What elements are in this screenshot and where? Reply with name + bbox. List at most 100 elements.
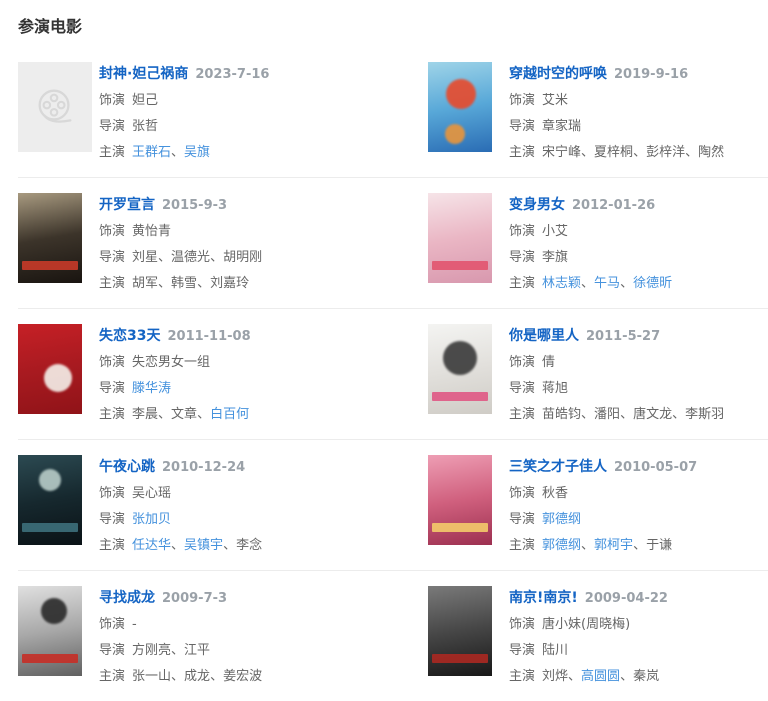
movie-role-line: 饰演 秋香 <box>509 485 752 503</box>
person-link[interactable]: 高圆圆 <box>581 669 621 684</box>
movie-director-line: 导演 滕华涛 <box>99 380 384 398</box>
movie-title-line: 开罗宣言 2015-9-3 <box>99 195 384 215</box>
movie-cast-line: 主演 宋宁峰、夏梓桐、彭梓洋、陶然 <box>509 144 752 162</box>
name-separator: 、 <box>197 407 211 422</box>
movie-grid: 封神·妲己祸商 2023-7-16 饰演 妲己 导演 张哲 主演 王群石、吴旗 <box>0 62 768 701</box>
name-separator: 、 <box>158 250 172 265</box>
movie-cast-line: 主演 任达华、吴镇宇、李念 <box>99 537 384 555</box>
person-link[interactable]: 徐德昕 <box>633 276 673 291</box>
movie-title-link[interactable]: 封神·妲己祸商 <box>99 66 189 82</box>
person-name: 江平 <box>184 643 211 658</box>
movie-card: 寻找成龙 2009-7-3 饰演 - 导演 方刚亮、江平 主演 张一山、成龙、姜宏波 <box>18 586 384 686</box>
person-name: 胡军 <box>132 276 159 291</box>
movie-poster[interactable] <box>18 62 92 152</box>
name-separator: 、 <box>581 407 595 422</box>
movie-title-link[interactable]: 穿越时空的呼唤 <box>509 66 607 82</box>
movie-title-line: 封神·妲己祸商 2023-7-16 <box>99 64 384 84</box>
movie-title-line: 寻找成龙 2009-7-3 <box>99 588 384 608</box>
movie-info: 午夜心跳 2010-12-24 饰演 吴心瑶 导演 张加贝 主演 任达华、吴镇宇、李念 <box>99 455 384 555</box>
movie-title-line: 变身男女 2012-01-26 <box>509 195 752 215</box>
person-link[interactable]: 林志颖 <box>542 276 582 291</box>
person-link[interactable]: 午马 <box>594 276 621 291</box>
person-link[interactable]: 王群石 <box>132 145 172 160</box>
person-name: 潘阳 <box>594 407 621 422</box>
poster-figure-mark <box>39 469 61 492</box>
cast-value: 郭德纲、郭柯宇、于谦 <box>542 538 672 553</box>
person-name: 李晨 <box>132 407 159 422</box>
person-link[interactable]: 郭德纲 <box>542 538 582 553</box>
cast-label: 主演 <box>99 669 126 684</box>
role-value: 艾米 <box>542 93 568 108</box>
movie-cast-line: 主演 张一山、成龙、姜宏波 <box>99 668 384 686</box>
role-label: 饰演 <box>99 617 126 632</box>
poster-column <box>18 193 99 283</box>
cast-value: 张一山、成龙、姜宏波 <box>132 669 262 684</box>
person-link[interactable]: 白百何 <box>210 407 250 422</box>
movie-cast-line: 主演 林志颖、午马、徐德昕 <box>509 275 752 293</box>
name-separator: 、 <box>210 669 224 684</box>
person-name: 夏梓桐 <box>594 145 634 160</box>
cast-value: 苗皓钧、潘阳、唐文龙、李斯羽 <box>542 407 724 422</box>
movie-row: 失恋33天 2011-11-08 饰演 失恋男女一组 导演 滕华涛 主演 李晨、文章、白… <box>18 308 768 439</box>
director-label: 导演 <box>99 512 126 527</box>
movie-info: 寻找成龙 2009-7-3 饰演 - 导演 方刚亮、江平 主演 张一山、成龙、姜宏波 <box>99 586 384 686</box>
movie-cast-line: 主演 刘烨、高圆圆、秦岚 <box>509 668 752 686</box>
movie-title-link[interactable]: 南京!南京! <box>509 590 578 606</box>
person-link[interactable]: 张加贝 <box>132 512 172 527</box>
person-name: 秦岚 <box>633 669 660 684</box>
cast-label: 主演 <box>509 407 536 422</box>
cast-label: 主演 <box>509 669 536 684</box>
movie-role-line: 饰演 唐小妹(周晓梅) <box>509 616 752 634</box>
movie-title-link[interactable]: 开罗宣言 <box>99 197 155 213</box>
director-value: 陆川 <box>542 643 568 658</box>
movie-title-link[interactable]: 变身男女 <box>509 197 565 213</box>
movie-title-link[interactable]: 三笑之才子佳人 <box>509 459 607 475</box>
movie-role-line: 饰演 吴心瑶 <box>99 485 384 503</box>
movie-info: 穿越时空的呼唤 2019-9-16 饰演 艾米 导演 章家瑞 主演 宋宁峰、夏梓桐、彭梓… <box>509 62 752 162</box>
cast-label: 主演 <box>99 407 126 422</box>
movie-poster[interactable] <box>428 193 492 283</box>
person-link[interactable]: 任达华 <box>132 538 172 553</box>
movie-row: 午夜心跳 2010-12-24 饰演 吴心瑶 导演 张加贝 主演 任达华、吴镇宇、李念 <box>18 439 768 570</box>
person-name: - <box>132 617 137 632</box>
director-value: 蒋旭 <box>542 381 568 396</box>
person-link[interactable]: 郭柯宇 <box>594 538 634 553</box>
person-name: 陶然 <box>698 145 725 160</box>
cast-value: 李晨、文章、白百何 <box>132 407 249 422</box>
movie-poster[interactable] <box>18 455 82 545</box>
movie-director-line: 导演 蒋旭 <box>509 380 752 398</box>
movie-director-line: 导演 刘星、温德光、胡明刚 <box>99 249 384 267</box>
poster-figure-mark <box>443 341 477 376</box>
person-name: 吴心瑶 <box>132 486 172 501</box>
director-label: 导演 <box>509 250 536 265</box>
movie-release-date: 2009-04-22 <box>584 591 668 606</box>
movie-row: 封神·妲己祸商 2023-7-16 饰演 妲己 导演 张哲 主演 王群石、吴旗 <box>18 62 768 177</box>
movie-cast-line: 主演 王群石、吴旗 <box>99 144 384 162</box>
movie-poster[interactable] <box>18 586 82 676</box>
movie-title-link[interactable]: 午夜心跳 <box>99 459 155 475</box>
movie-role-line: 饰演 黄怡青 <box>99 223 384 241</box>
poster-title-band <box>22 523 78 533</box>
person-link[interactable]: 吴镇宇 <box>184 538 224 553</box>
person-link[interactable]: 郭德纲 <box>542 512 582 527</box>
name-separator: 、 <box>685 145 699 160</box>
cast-value: 刘烨、高圆圆、秦岚 <box>542 669 659 684</box>
person-link[interactable]: 吴旗 <box>184 145 211 160</box>
movie-role-line: 饰演 艾米 <box>509 92 752 110</box>
name-separator: 、 <box>210 250 224 265</box>
movie-title-link[interactable]: 你是哪里人 <box>509 328 579 344</box>
person-link[interactable]: 滕华涛 <box>132 381 172 396</box>
role-label: 饰演 <box>509 486 536 501</box>
movie-title-line: 午夜心跳 2010-12-24 <box>99 457 384 477</box>
movie-title-link[interactable]: 寻找成龙 <box>99 590 155 606</box>
role-value: 黄怡青 <box>132 224 171 239</box>
movie-poster[interactable] <box>18 324 82 414</box>
movie-title-link[interactable]: 失恋33天 <box>99 328 161 344</box>
movie-poster[interactable] <box>18 193 82 283</box>
movie-poster[interactable] <box>428 455 492 545</box>
movie-poster[interactable] <box>428 586 492 676</box>
movie-poster[interactable] <box>428 62 492 152</box>
director-value: 刘星、温德光、胡明刚 <box>132 250 262 265</box>
movie-poster[interactable] <box>428 324 492 414</box>
role-label: 饰演 <box>99 355 126 370</box>
